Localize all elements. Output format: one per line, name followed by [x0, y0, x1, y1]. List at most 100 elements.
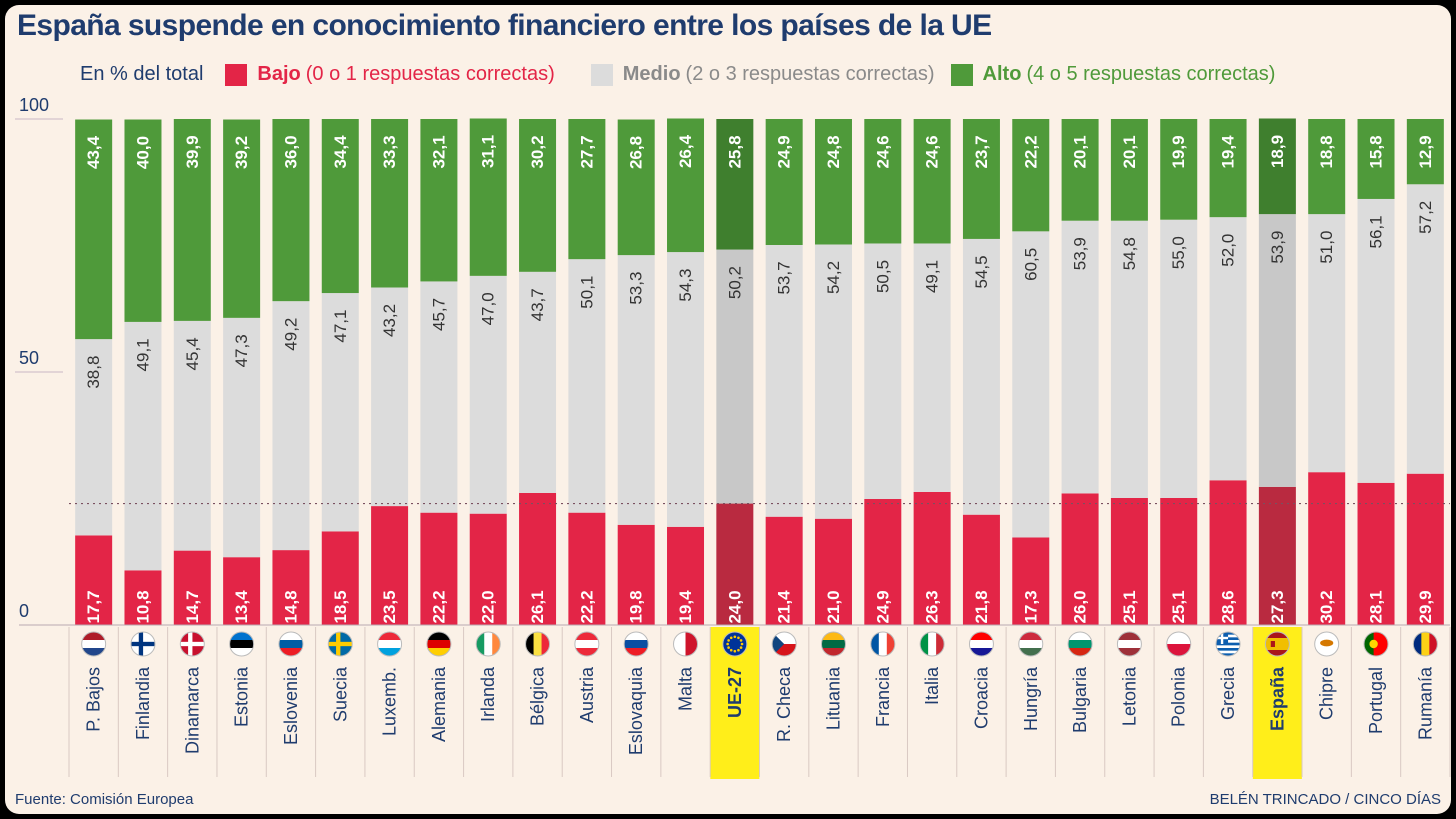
flag-fill [1117, 632, 1142, 656]
flag-icon-eslovaquia [623, 631, 649, 657]
bar-alto-grecia [1209, 119, 1247, 218]
flag-stripe [574, 632, 599, 641]
bar-alto-ue-27 [716, 119, 754, 250]
value-label-medio-finlandia: 49,1 [133, 338, 152, 371]
flag-border [673, 631, 699, 657]
flag-border [1166, 631, 1192, 657]
value-label-alto-dinamarca: 39,9 [183, 135, 202, 168]
category-label-grecia: Grecia [1218, 666, 1238, 720]
value-label-bajo-austria: 22,2 [577, 590, 596, 623]
bar-medio-r-checa [765, 244, 803, 517]
value-label-bajo-ue-27: 24,0 [725, 590, 744, 623]
category-label-rumanía: Rumanía [1415, 666, 1435, 740]
y-tick-label-50: 50 [19, 348, 39, 368]
value-label-medio-luxemb-: 43,2 [380, 304, 399, 337]
flag-border [525, 631, 551, 657]
flag-emblem [1270, 641, 1275, 647]
bar-medio-irlanda [469, 275, 507, 514]
bar-alto-irlanda [469, 118, 507, 276]
flag-icon-grecia [1215, 631, 1241, 657]
category-label-finlandia: Finlandia [133, 666, 153, 740]
bar-medio-francia [864, 243, 902, 500]
flag-icon-suecia [327, 631, 353, 657]
value-label-alto-estonia: 39,2 [232, 136, 251, 169]
bar-bajo-lituania [814, 518, 852, 625]
bar-bajo-letonia [1110, 497, 1148, 625]
category-label-italia: Italia [922, 666, 942, 705]
legend-item-medio: Medio (2 o 3 respuestas correctas) [590, 63, 935, 86]
category-label-austria: Austria [577, 666, 597, 723]
bar-bajo-grecia [1209, 480, 1247, 625]
bar-alto-portugal [1357, 119, 1395, 199]
flag-icon-ue-27 [722, 631, 748, 657]
flag-cross-v [188, 632, 193, 656]
value-label-bajo-hungría: 17,3 [1021, 590, 1040, 623]
flag-border [1264, 631, 1290, 657]
value-label-bajo-polonia: 25,1 [1169, 590, 1188, 623]
value-label-medio-españa: 53,9 [1268, 231, 1287, 264]
flag-border [623, 631, 649, 657]
flag-icon-dinamarca [179, 631, 205, 657]
flag-stripe [81, 648, 106, 656]
bar-bajo-hungría [1012, 537, 1050, 625]
category-label-bulgaria: Bulgaria [1070, 666, 1090, 733]
flag-border [1363, 631, 1389, 657]
value-label-alto-irlanda: 31,1 [479, 135, 498, 168]
flag-border [327, 631, 353, 657]
flag-fill [1364, 632, 1389, 656]
flag-stripe [541, 632, 550, 656]
value-label-alto-letonia: 20,1 [1120, 135, 1139, 168]
value-label-alto-rumanía: 12,9 [1416, 135, 1435, 168]
legend-alto-text: (4 o 5 respuestas correctas) [1026, 63, 1276, 85]
flag-stripe [1018, 632, 1043, 641]
flag-stripe [969, 632, 994, 641]
bar-medio-letonia [1110, 220, 1148, 498]
flag-icon-bulgaria [1067, 631, 1093, 657]
flag-border [426, 631, 452, 657]
flag-fill [426, 632, 451, 656]
bar-medio-suecia [321, 293, 359, 532]
value-label-alto-suecia: 34,4 [331, 135, 350, 169]
flag-border [574, 631, 600, 657]
bar-bajo-malta [667, 526, 705, 625]
flag-stripe [1068, 648, 1093, 656]
value-label-medio-lituania: 54,2 [824, 261, 843, 294]
bar-bajo-italia [913, 491, 951, 625]
value-label-alto-grecia: 19,4 [1219, 135, 1238, 169]
flag-stripe [278, 632, 303, 641]
flag-border [81, 631, 107, 657]
value-label-alto-lituania: 24,8 [824, 135, 843, 168]
category-label-malta: Malta [676, 666, 696, 711]
value-label-bajo-españa: 27,3 [1268, 590, 1287, 623]
flag-fill [476, 632, 501, 656]
flag-border [1018, 631, 1044, 657]
value-label-medio-rumanía: 57,2 [1416, 201, 1435, 234]
value-label-bajo-eslovaquia: 19,8 [627, 590, 646, 623]
value-label-alto-polonia: 19,9 [1169, 135, 1188, 168]
bar-alto-dinamarca [173, 119, 211, 321]
bar-bajo-dinamarca [173, 550, 211, 625]
legend-swatch-bajo [225, 63, 248, 86]
flag-stripe [1413, 632, 1422, 656]
flag-map [1320, 639, 1334, 647]
value-label-alto-eslovaquia: 26,8 [627, 136, 646, 169]
flag-stripe [685, 632, 698, 656]
flag-stripe [1018, 640, 1043, 649]
legend-unit-label: En % del total [80, 63, 204, 85]
value-label-medio-polonia: 55,0 [1169, 236, 1188, 269]
value-label-medio-italia: 49,1 [923, 260, 942, 293]
flag-fill [81, 632, 106, 656]
legend-alto-name: Alto [982, 63, 1022, 85]
flag-stripe [1216, 645, 1241, 649]
flag-border [229, 631, 255, 657]
flag-stripe [426, 632, 451, 641]
value-label-medio-hungría: 60,5 [1021, 248, 1040, 281]
flag-stripe [1429, 632, 1438, 656]
value-label-medio-alemania: 45,7 [429, 298, 448, 331]
value-label-alto-españa: 18,9 [1268, 135, 1287, 168]
flag-stripe [1068, 640, 1093, 649]
flag-border [1067, 631, 1093, 657]
bar-medio-malta [667, 252, 705, 527]
flag-icon-italia [919, 631, 945, 657]
flag-icon-bélgica [525, 631, 551, 657]
